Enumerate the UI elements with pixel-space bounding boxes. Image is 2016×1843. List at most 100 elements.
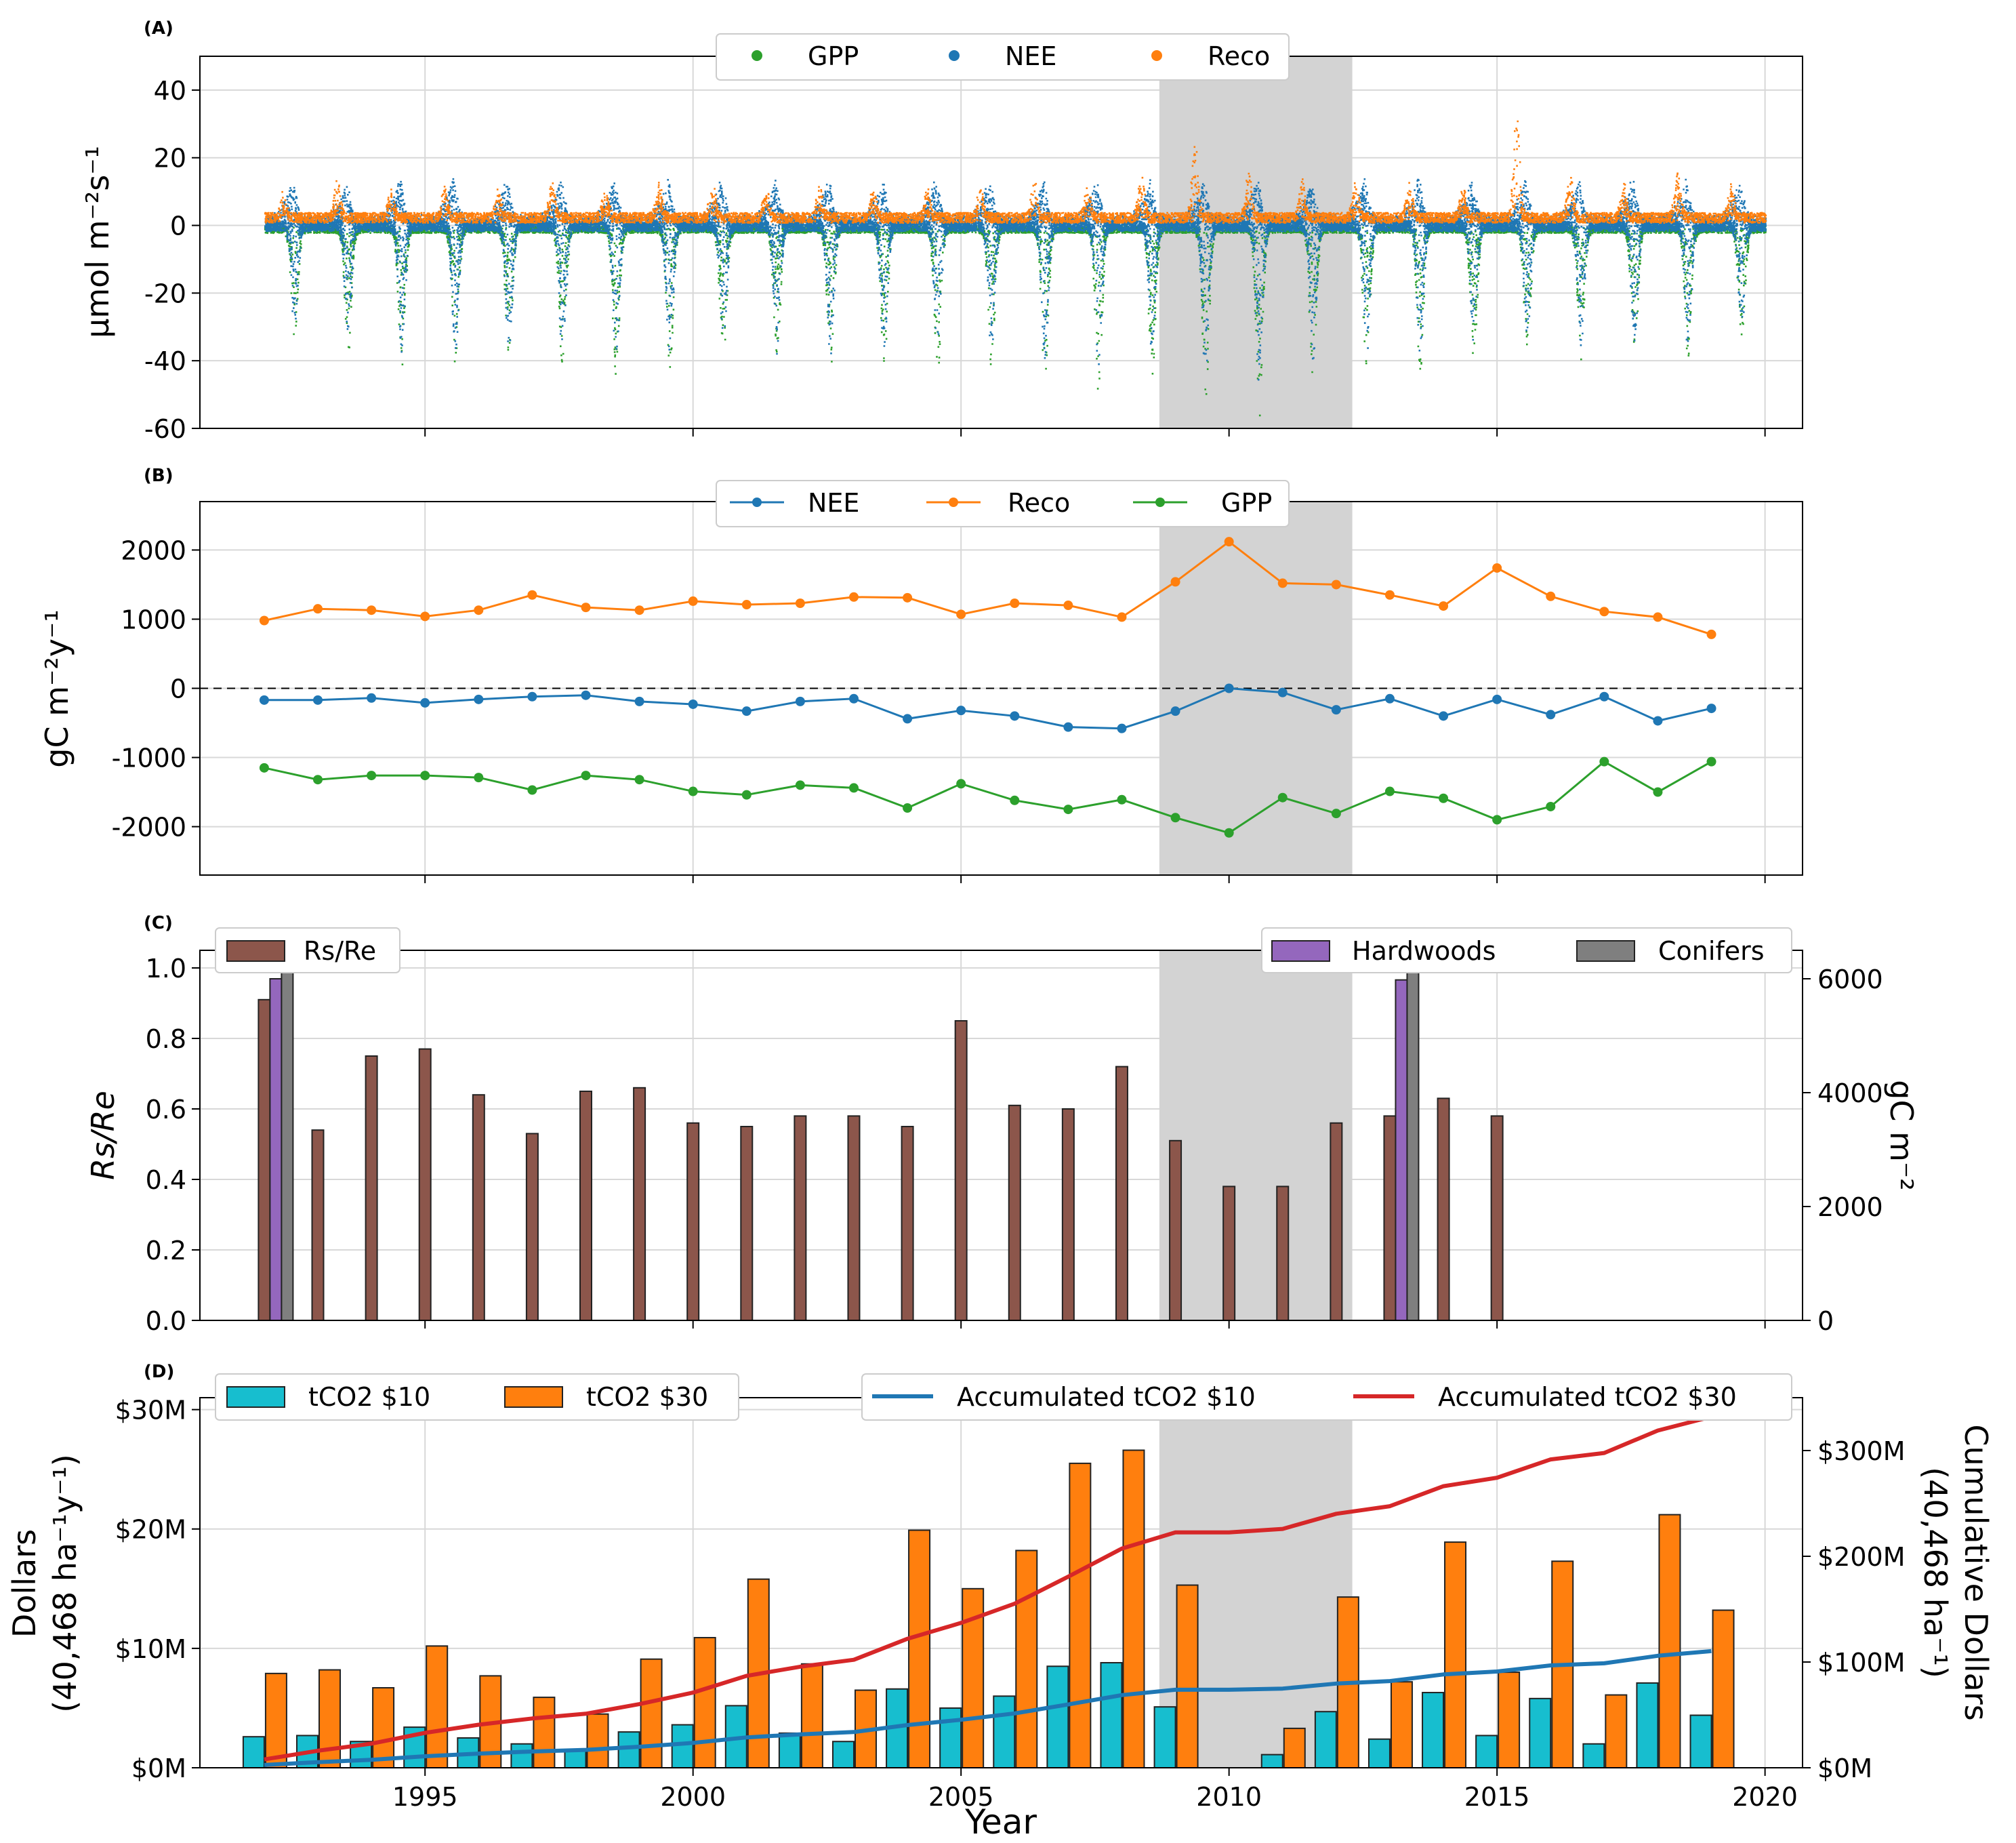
- y2-tick-label: 2000: [1817, 1192, 1883, 1222]
- panel-b-letter: (B): [144, 466, 173, 486]
- legend-conifers-swatch: [1576, 940, 1635, 962]
- point-gpp: [903, 803, 913, 813]
- point-reco: [527, 590, 537, 600]
- bar-tco2-30: [1712, 1609, 1735, 1769]
- bar-tco2-30: [1122, 1449, 1145, 1769]
- bar-tco2-10: [617, 1731, 640, 1769]
- point-gpp: [741, 790, 752, 800]
- bar-tco2-30: [1390, 1681, 1413, 1768]
- point-gpp: [420, 771, 430, 781]
- bar-conifers: [1406, 964, 1420, 1321]
- y-tick-label: 0.0: [146, 1306, 186, 1336]
- point-gpp: [1653, 787, 1663, 797]
- point-reco: [848, 592, 859, 602]
- x-tick-label: 1995: [392, 1782, 458, 1812]
- x-axis-label: Year: [964, 1802, 1037, 1842]
- y-tick-label: 1000: [121, 605, 186, 634]
- panel-c-legend-right: Hardwoods Conifers: [1261, 927, 1792, 973]
- y-tick-label: 0: [170, 211, 186, 241]
- legend-conifers-label: Conifers: [1658, 936, 1765, 966]
- point-gpp: [1117, 794, 1127, 805]
- bar-tco2-10: [831, 1741, 855, 1769]
- point-gpp: [474, 773, 484, 783]
- point-nee: [1170, 706, 1180, 716]
- panel-a-frame: [199, 56, 1803, 429]
- point-reco: [634, 605, 644, 615]
- bar-tco2-10: [1260, 1754, 1283, 1768]
- point-reco: [1492, 563, 1502, 573]
- point-reco: [420, 611, 430, 622]
- panel-c-y-ticks: 0.0 0.2 0.4 0.6 0.8 1.0: [146, 954, 200, 1336]
- legend-nee-marker: [752, 498, 762, 507]
- point-gpp: [634, 775, 644, 785]
- point-reco: [956, 609, 966, 620]
- point-nee: [581, 690, 591, 700]
- point-gpp: [1063, 805, 1073, 815]
- bar-tco2-10: [1422, 1692, 1445, 1769]
- bar-rsre: [1061, 1108, 1075, 1321]
- panel-b-annual-fluxes: (B) 2000 1000 0 -1000 -2000 gC m⁻²y⁻¹ NEE Re…: [39, 466, 1803, 883]
- point-nee: [848, 693, 859, 704]
- point-reco: [1170, 577, 1180, 587]
- y-tick-label: -40: [144, 346, 186, 376]
- point-reco: [741, 600, 752, 610]
- bar-rsre: [794, 1115, 807, 1322]
- panel-b-y-label: gC m⁻²y⁻¹: [39, 609, 75, 767]
- bar-tco2-30: [1069, 1462, 1092, 1768]
- point-nee: [1063, 722, 1073, 732]
- point-nee: [795, 696, 805, 706]
- y-tick-label: 2000: [121, 535, 186, 565]
- bar-tco2-30: [533, 1697, 556, 1769]
- line-accumulated-tco2-30: [264, 1415, 1712, 1762]
- point-nee: [1546, 710, 1556, 720]
- legend-acc10-label: Accumulated tCO2 $10: [957, 1382, 1256, 1412]
- point-nee: [903, 714, 913, 724]
- panel-a-gridlines: [200, 56, 1803, 429]
- legend-rsre-label: Rs/Re: [304, 936, 376, 966]
- point-reco: [1063, 601, 1073, 611]
- y-tick-label: $0M: [131, 1754, 186, 1783]
- point-gpp: [1384, 786, 1395, 796]
- legend-reco-marker: [1151, 50, 1162, 61]
- point-gpp: [1492, 815, 1502, 825]
- legend-rsre-swatch: [226, 940, 285, 962]
- point-gpp: [1546, 801, 1556, 811]
- bar-tco2-30: [426, 1645, 449, 1768]
- panel-b-shaded-period: [1159, 502, 1353, 875]
- panel-c-y2-ticks: 0 2000 4000 6000: [1803, 965, 1883, 1336]
- bar-rsre: [1490, 1115, 1504, 1322]
- point-reco: [259, 615, 269, 626]
- point-gpp: [581, 771, 591, 781]
- bar-rsre: [1276, 1186, 1290, 1322]
- point-gpp: [527, 785, 537, 795]
- bar-rsre: [472, 1094, 485, 1321]
- panel-c-shaded-period: [1159, 950, 1353, 1320]
- bar-tco2-10: [1314, 1711, 1337, 1768]
- bar-tco2-10: [1582, 1743, 1605, 1768]
- scatter-series-#2ca02c: [264, 225, 1767, 417]
- point-reco: [1706, 629, 1716, 639]
- bar-conifers: [281, 965, 294, 1322]
- bar-tco2-30: [1283, 1727, 1306, 1769]
- panel-c-y2-label: gC m⁻²: [1883, 1080, 1920, 1190]
- y-tick-label: -1000: [112, 744, 186, 773]
- panel-a-y-label: μmol m⁻²s⁻¹: [79, 146, 116, 338]
- y2-tick-label: $300M: [1817, 1436, 1906, 1466]
- point-nee: [1117, 723, 1127, 733]
- panel-c-letter: (C): [144, 913, 173, 933]
- bar-rsre: [954, 1020, 968, 1321]
- panel-d-y-label: Dollars: [6, 1529, 43, 1638]
- panel-c-frame: [199, 950, 1803, 1321]
- point-nee: [1277, 687, 1288, 697]
- point-nee: [1331, 705, 1341, 715]
- bar-tco2-10: [671, 1724, 694, 1768]
- point-nee: [367, 693, 377, 703]
- bar-tco2-30: [1498, 1672, 1521, 1768]
- bar-tco2-30: [586, 1713, 609, 1769]
- panel-d-carbon-value: (D) $0M $10M $20M $30M $0M $100M $200M $300M 1…: [6, 1362, 1994, 1842]
- y-tick-label: 0.2: [146, 1236, 186, 1265]
- legend-t30-swatch: [504, 1386, 563, 1408]
- panel-d-y2-label-sub: (40,468 ha⁻¹): [1917, 1467, 1954, 1678]
- point-reco: [1277, 578, 1288, 588]
- point-gpp: [795, 780, 805, 790]
